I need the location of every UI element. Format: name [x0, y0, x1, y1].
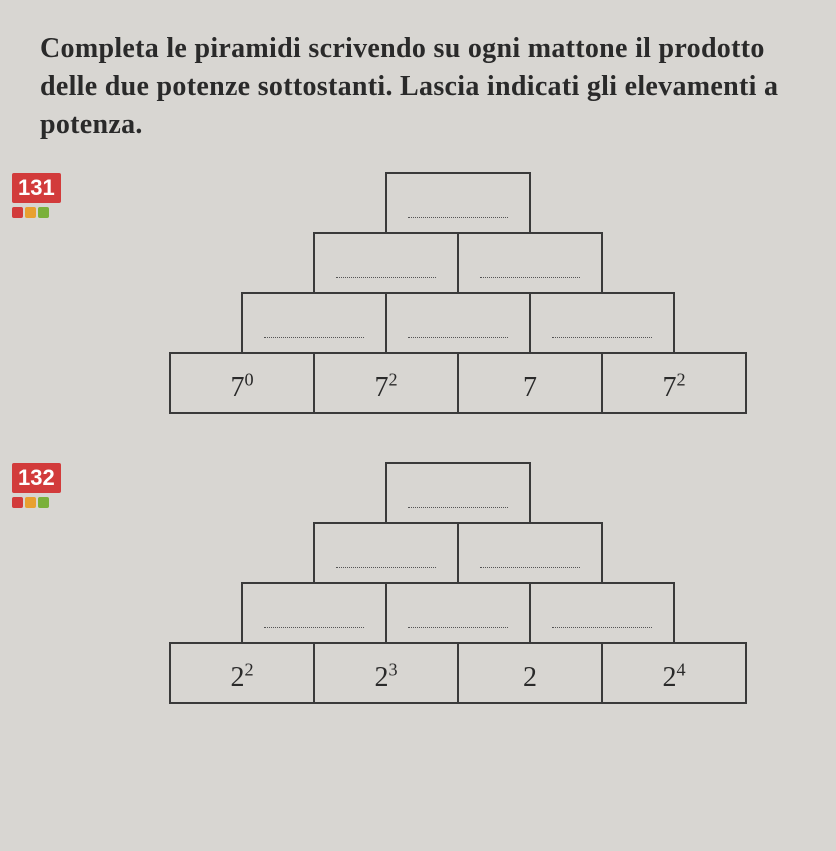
exercise-label: 132 — [12, 463, 61, 508]
pyramid-brick-empty — [529, 292, 675, 354]
pyramid-row — [120, 173, 796, 233]
dot-icon — [25, 207, 36, 218]
dot-icon — [38, 497, 49, 508]
power-value: 23 — [374, 662, 397, 694]
pyramid-brick-empty — [457, 522, 603, 584]
fill-line — [552, 627, 651, 628]
power-value: 24 — [662, 662, 685, 694]
power-value: 72 — [374, 372, 397, 404]
pyramid-brick-empty — [385, 172, 531, 234]
exercise-label: 131 — [12, 173, 61, 218]
pyramid-brick-empty — [241, 582, 387, 644]
pyramid-brick-empty — [241, 292, 387, 354]
power-value: 22 — [230, 662, 253, 694]
fill-line — [552, 337, 651, 338]
difficulty-dots — [12, 497, 61, 508]
pyramid-brick-empty — [529, 582, 675, 644]
pyramid-brick-value: 22 — [169, 642, 315, 704]
dot-icon — [38, 207, 49, 218]
pyramid-brick-empty — [385, 292, 531, 354]
difficulty-dots — [12, 207, 61, 218]
plain-value: 7 — [523, 372, 537, 404]
fill-line — [264, 627, 363, 628]
pyramid: 70 72 7 72 — [120, 173, 796, 413]
exercise: 1322223224 — [40, 463, 796, 703]
pyramid-brick-empty — [385, 582, 531, 644]
pyramid-brick-value: 7 — [457, 352, 603, 414]
fill-line — [408, 217, 507, 218]
pyramid-row — [120, 583, 796, 643]
pyramid-row — [120, 293, 796, 353]
fill-line — [336, 567, 435, 568]
fill-line — [408, 507, 507, 508]
power-value: 70 — [230, 372, 253, 404]
pyramid-brick-empty — [313, 522, 459, 584]
pyramid-brick-value: 70 — [169, 352, 315, 414]
plain-value: 2 — [523, 662, 537, 694]
dot-icon — [12, 497, 23, 508]
instruction-text: Completa le piramidi scrivendo su ogni m… — [40, 30, 796, 143]
exercise: -1317072772 — [40, 173, 796, 413]
fill-line — [336, 277, 435, 278]
fill-line — [408, 337, 507, 338]
pyramid-row — [120, 233, 796, 293]
pyramid-brick-value: 72 — [601, 352, 747, 414]
exercise-number: 131 — [12, 173, 61, 203]
pyramid-brick-empty — [457, 232, 603, 294]
pyramid-brick-empty — [385, 462, 531, 524]
pyramid-row — [120, 463, 796, 523]
pyramid-row — [120, 523, 796, 583]
pyramid-brick-value: 23 — [313, 642, 459, 704]
dot-icon — [12, 207, 23, 218]
pyramid-brick-value: 2 — [457, 642, 603, 704]
fill-line — [480, 567, 579, 568]
pyramid-brick-value: 24 — [601, 642, 747, 704]
dot-icon — [25, 497, 36, 508]
pyramid-row: 70 72 7 72 — [120, 353, 796, 413]
pyramid-brick-value: 72 — [313, 352, 459, 414]
pyramid-row: 22 23 2 24 — [120, 643, 796, 703]
pyramid-brick-empty — [313, 232, 459, 294]
exercise-number: 132 — [12, 463, 61, 493]
fill-line — [480, 277, 579, 278]
power-value: 72 — [662, 372, 685, 404]
pyramid: 22 23 2 24 — [120, 463, 796, 703]
fill-line — [264, 337, 363, 338]
fill-line — [408, 627, 507, 628]
